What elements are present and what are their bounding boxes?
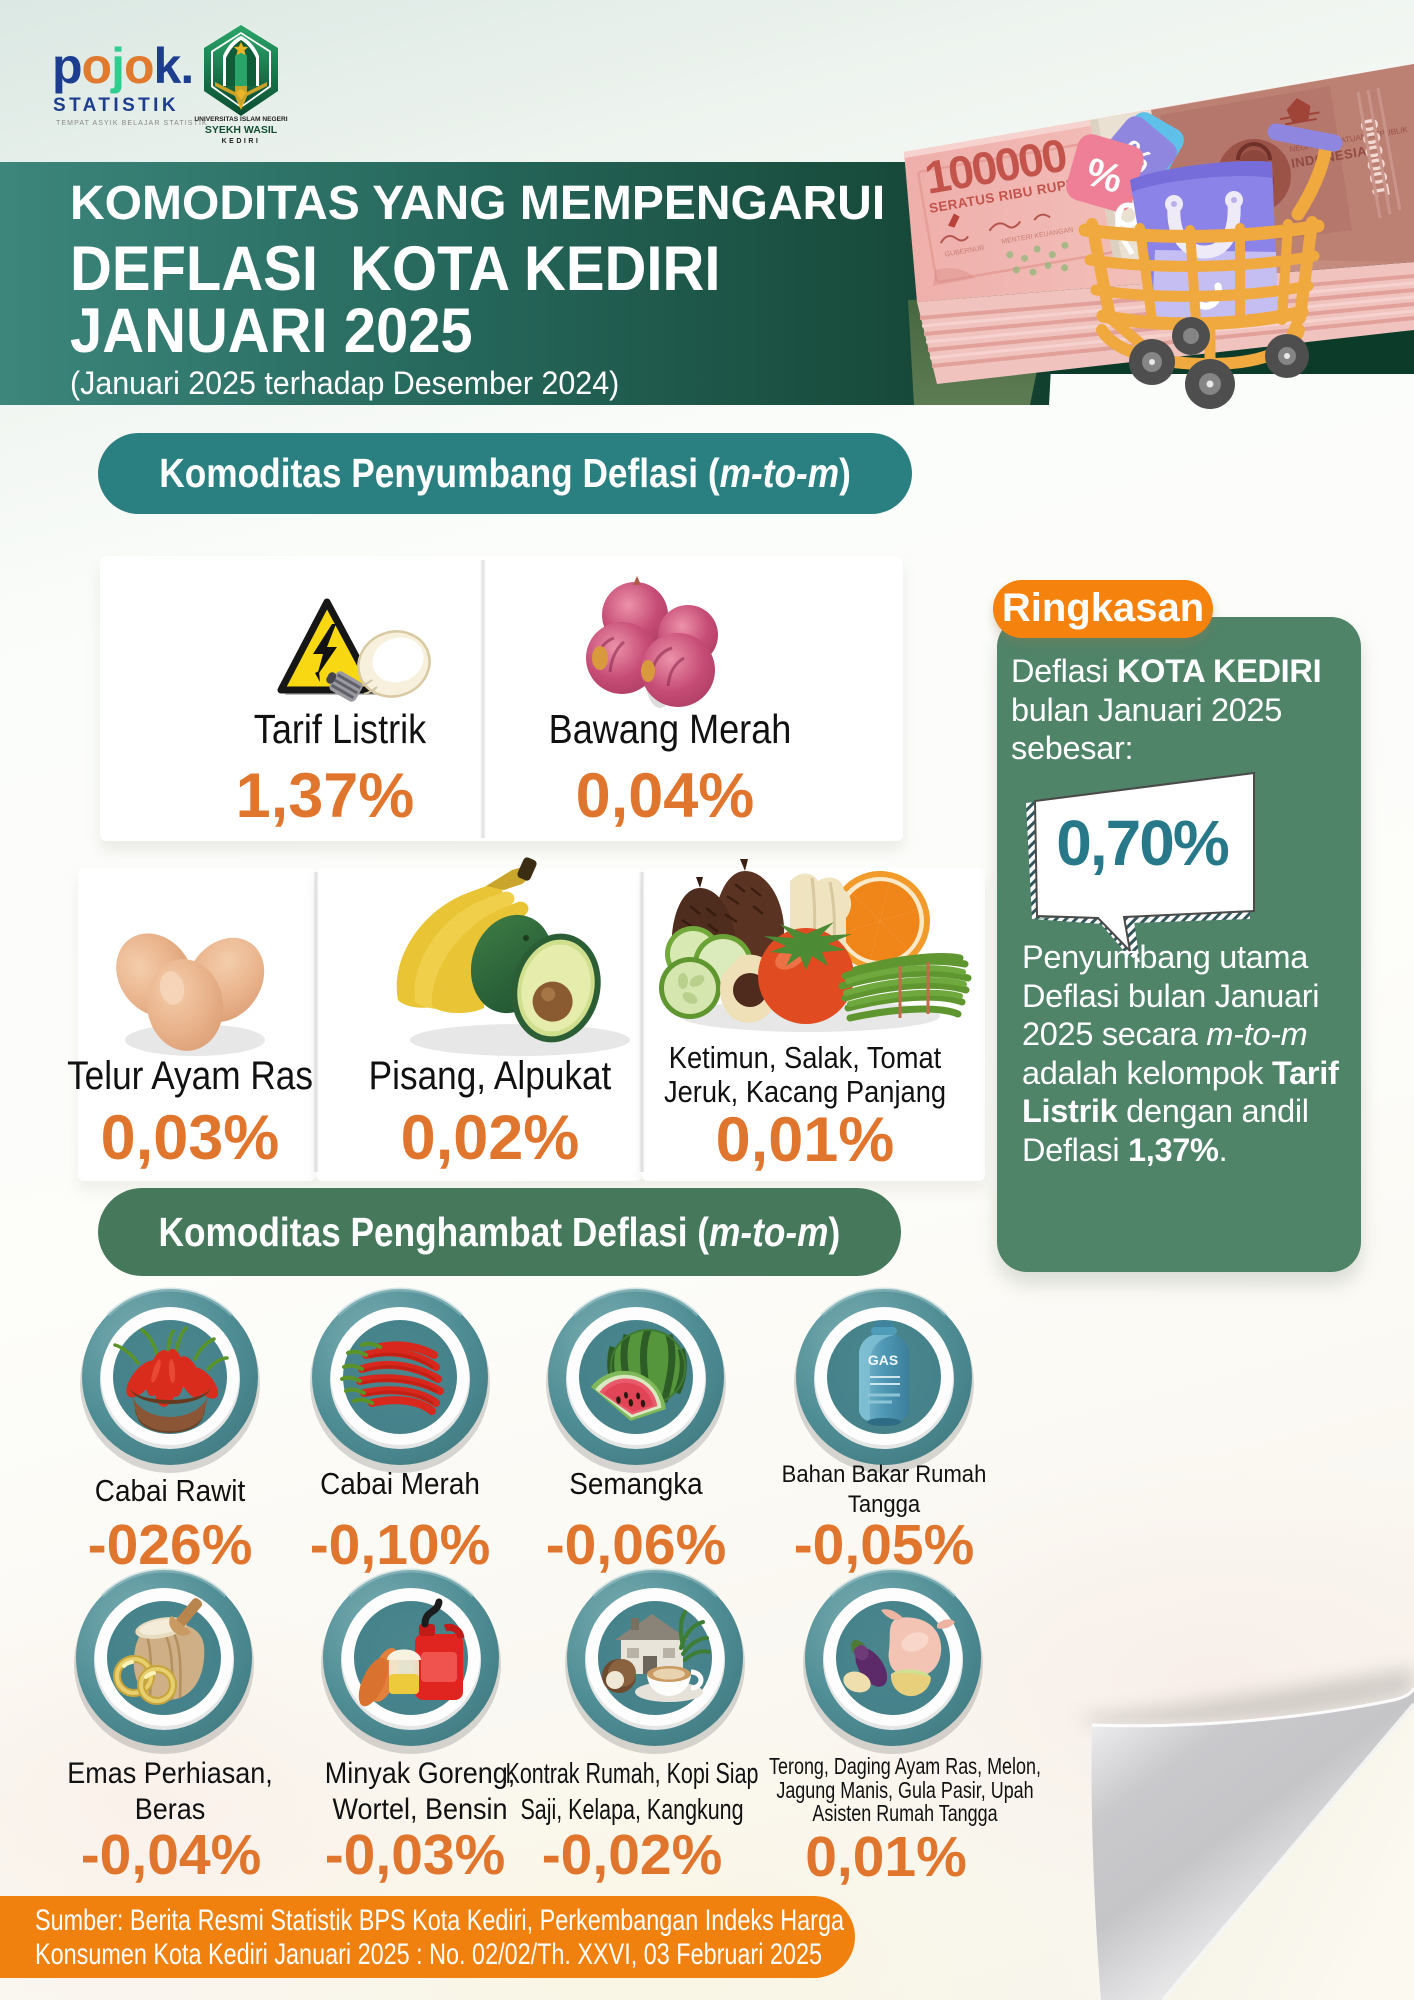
svg-text:TEMPAT ASYIK BELAJAR STATISTIK: TEMPAT ASYIK BELAJAR STATISTIK [56,120,208,127]
svg-text:KEDIRI: KEDIRI [222,138,261,145]
svg-text:GAS: GAS [868,1352,898,1368]
svg-text:SYEKH WASIL: SYEKH WASIL [205,124,278,136]
svg-text:pojok.: pojok. [52,38,193,94]
svg-text:UNIVERSITAS ISLAM NEGERI: UNIVERSITAS ISLAM NEGERI [194,116,287,123]
svg-text:STATISTIK: STATISTIK [53,95,179,116]
